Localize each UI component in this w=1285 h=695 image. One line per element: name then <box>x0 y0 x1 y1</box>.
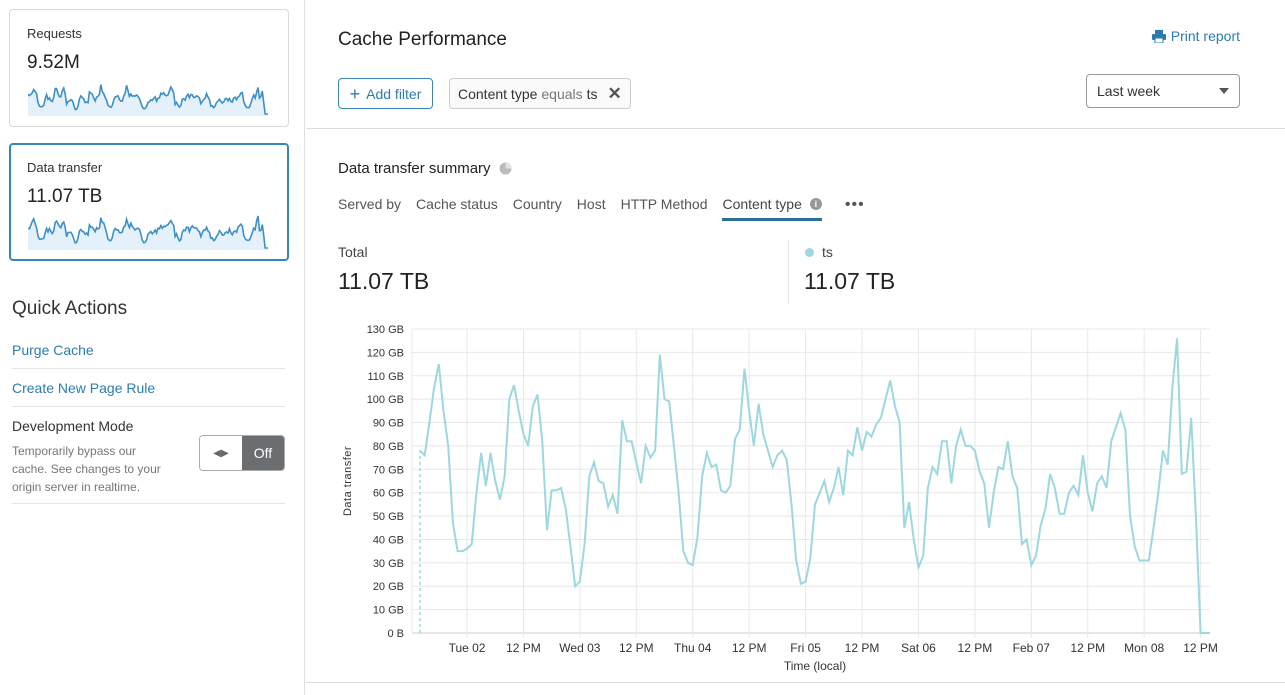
x-tick-label: Sat 06 <box>901 641 936 655</box>
series-label: ts <box>822 244 833 260</box>
card-label: Data transfer <box>27 160 103 175</box>
y-axis-label: Data transfer <box>342 446 354 516</box>
divider <box>12 503 285 504</box>
print-report-label: Print report <box>1170 28 1240 44</box>
tab-http-method[interactable]: HTTP Method <box>620 196 708 212</box>
x-tick-label: 12 PM <box>845 641 880 655</box>
x-tick-label: Thu 04 <box>674 641 712 655</box>
purge-cache-link[interactable]: Purge Cache <box>12 342 94 358</box>
divider <box>306 682 1285 683</box>
y-tick-label: 0 B <box>387 628 404 640</box>
x-tick-label: 12 PM <box>1070 641 1105 655</box>
sparkline-area <box>28 84 268 116</box>
plus-icon: + <box>349 83 361 104</box>
card-label: Requests <box>27 26 82 41</box>
total-value: 11.07 TB <box>338 268 430 294</box>
filter-value: ts <box>586 85 598 102</box>
printer-icon <box>1151 29 1166 43</box>
main-panel: Cache Performance Print report + Add fil… <box>306 0 1285 695</box>
y-tick-label: 130 GB <box>367 324 404 336</box>
x-tick-label: Wed 03 <box>559 641 600 655</box>
caret-down-icon <box>1219 88 1229 94</box>
print-report-button[interactable]: Print report <box>1151 28 1240 44</box>
x-tick-label: Mon 08 <box>1124 641 1164 655</box>
dev-mode-toggle[interactable]: ◀▶ Off <box>199 435 285 471</box>
x-tick-label: 12 PM <box>732 641 767 655</box>
arrows-left-right-icon: ◀▶ <box>200 436 242 470</box>
tab-content-type[interactable]: Content type i <box>722 196 822 221</box>
create-page-rule-link[interactable]: Create New Page Rule <box>12 380 156 396</box>
y-tick-label: 50 GB <box>373 511 404 523</box>
time-range-select[interactable]: Last week <box>1086 74 1240 108</box>
sparkline-area <box>28 216 268 250</box>
toggle-state: Off <box>242 436 284 470</box>
y-tick-label: 30 GB <box>373 558 404 570</box>
y-tick-label: 110 GB <box>368 371 405 383</box>
y-tick-label: 10 GB <box>373 605 404 617</box>
x-tick-label: Tue 02 <box>449 641 486 655</box>
tab-served-by[interactable]: Served by <box>338 196 402 212</box>
divider <box>306 128 1285 129</box>
data-transfer-sparkline <box>28 215 268 250</box>
sidebar: Requests 9.52M Data transfer 11.07 TB Qu… <box>0 0 305 695</box>
divider <box>12 368 285 369</box>
tab-country[interactable]: Country <box>512 196 562 212</box>
add-filter-button[interactable]: + Add filter <box>338 78 433 109</box>
series-legend: ts <box>805 244 833 260</box>
sparkline-line <box>28 84 268 115</box>
divider <box>788 240 789 304</box>
y-tick-label: 80 GB <box>373 441 404 453</box>
y-tick-label: 70 GB <box>373 464 404 476</box>
y-tick-label: 120 GB <box>367 347 404 359</box>
x-tick-label: Fri 05 <box>790 641 821 655</box>
x-tick-label: Feb 07 <box>1013 641 1051 655</box>
requests-sparkline <box>28 84 268 116</box>
info-icon[interactable]: i <box>809 198 822 210</box>
time-range-value: Last week <box>1097 83 1161 99</box>
x-tick-label: 12 PM <box>1183 641 1218 655</box>
breakdown-tabs: Served by Cache status Country Host HTTP… <box>338 196 865 221</box>
series-color-dot <box>805 247 814 257</box>
data-transfer-card[interactable]: Data transfer 11.07 TB <box>9 143 289 261</box>
series-value: 11.07 TB <box>804 268 896 294</box>
y-tick-label: 20 GB <box>373 581 404 593</box>
y-tick-label: 100 GB <box>367 394 404 406</box>
y-tick-label: 40 GB <box>373 534 404 546</box>
filter-chip: Content type equals ts ✕ <box>449 78 631 109</box>
add-filter-label: Add filter <box>366 85 422 102</box>
divider <box>12 406 285 407</box>
card-value: 9.52M <box>27 52 80 73</box>
filter-operator: equals <box>541 85 583 102</box>
summary-title-text: Data transfer summary <box>338 160 491 177</box>
dev-mode-title: Development Mode <box>12 418 134 434</box>
tab-cache-status[interactable]: Cache status <box>416 196 498 212</box>
page-title: Cache Performance <box>338 29 507 50</box>
pie-chart-icon <box>499 162 512 175</box>
series-line-ts <box>419 338 1210 634</box>
y-tick-label: 90 GB <box>373 418 404 430</box>
x-tick-label: 12 PM <box>619 641 654 655</box>
requests-card[interactable]: Requests 9.52M <box>9 9 289 127</box>
tab-label: Content type <box>722 196 802 212</box>
close-icon[interactable]: ✕ <box>607 83 622 103</box>
x-tick-label: 12 PM <box>958 641 993 655</box>
x-axis-label: Time (local) <box>784 659 846 673</box>
y-tick-label: 60 GB <box>373 488 404 500</box>
x-tick-label: 12 PM <box>506 641 541 655</box>
card-value: 11.07 TB <box>27 186 103 207</box>
tab-host[interactable]: Host <box>576 196 606 212</box>
total-label: Total <box>338 244 368 260</box>
quick-actions-title: Quick Actions <box>12 298 128 319</box>
more-icon[interactable]: ••• <box>844 196 865 213</box>
summary-title: Data transfer summary <box>338 160 512 177</box>
dev-mode-description: Temporarily bypass our cache. See change… <box>12 444 161 494</box>
sparkline-line <box>28 215 268 249</box>
filter-field: Content type <box>458 85 538 102</box>
